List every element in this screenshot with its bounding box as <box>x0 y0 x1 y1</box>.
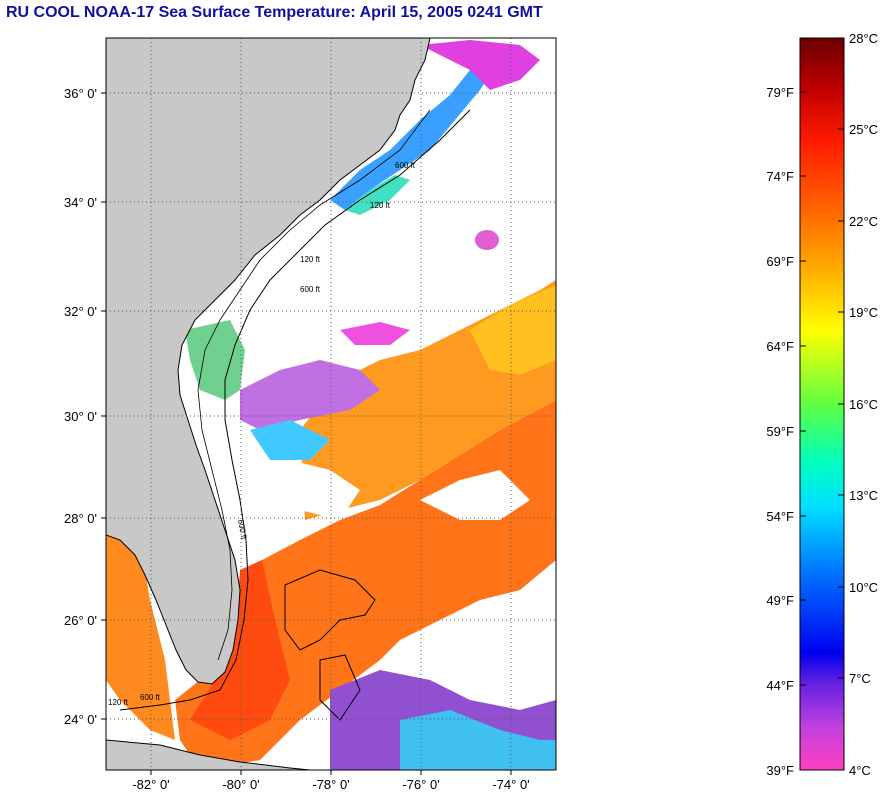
contour-label-120ft-2: 120 ft <box>300 255 321 264</box>
sst-gulf-orange <box>106 520 175 740</box>
lat-tick-30: 30° 0' <box>64 409 97 424</box>
map-panel: 600 ft 120 ft 600 ft 120 ft 600 ft 120 f… <box>106 38 556 770</box>
contour-label-120ft-3: 120 ft <box>108 698 129 707</box>
cbar-c-25: 25°C <box>849 122 878 137</box>
cbar-f-49: 49°F <box>766 593 794 608</box>
cbar-c-4: 4°C <box>849 763 871 778</box>
lon-tick-78: -78° 0' <box>312 777 349 792</box>
cbar-f-74: 74°F <box>766 169 794 184</box>
gridlines <box>106 38 556 770</box>
bahamas-outline <box>284 569 376 651</box>
land-cuba <box>106 739 311 770</box>
map-title: RU COOL NOAA-17 Sea Surface Temperature:… <box>6 4 543 21</box>
colorbar-gradient <box>799 37 845 771</box>
cbar-c-13: 13°C <box>849 488 878 503</box>
colorbar: 28°C 25°C 22°C 19°C 16°C 13°C 10°C 7°C 4… <box>766 31 878 778</box>
lat-tick-36: 36° 0' <box>64 86 97 101</box>
sst-florida-current <box>190 560 290 740</box>
contour-label-600ft-2: 600 ft <box>300 285 321 294</box>
cbar-c-28: 28°C <box>849 31 878 46</box>
isobath-120ft <box>197 109 431 661</box>
cbar-c-22: 22°C <box>849 214 878 229</box>
cbar-f-39: 39°F <box>766 763 794 778</box>
contour-label-600ft-1: 600 ft <box>395 161 416 170</box>
cbar-c-19: 19°C <box>849 305 878 320</box>
cbar-f-79: 79°F <box>766 85 794 100</box>
lon-tick-74: -74° 0' <box>492 777 529 792</box>
cbar-f-64: 64°F <box>766 339 794 354</box>
cbar-c-10: 10°C <box>849 580 878 595</box>
cbar-f-59: 59°F <box>766 424 794 439</box>
contour-label-120ft-1: 120 ft <box>370 201 391 210</box>
cbar-f-54: 54°F <box>766 509 794 524</box>
tick-marks <box>101 92 512 775</box>
cbar-c-7: 7°C <box>849 671 871 686</box>
sst-cyan-mid <box>250 420 330 460</box>
cloud-mask <box>280 460 360 520</box>
lon-tick-82: -82° 0' <box>132 777 169 792</box>
isobath-600ft <box>119 109 471 711</box>
cbar-f-69: 69°F <box>766 254 794 269</box>
lat-tick-34: 34° 0' <box>64 195 97 210</box>
cbar-f-44: 44°F <box>766 678 794 693</box>
contour-label-600ft-4: 600 ft <box>140 693 161 702</box>
lat-tick-26: 26° 0' <box>64 613 97 628</box>
sst-magenta-north <box>420 40 540 90</box>
colorbar-ticks <box>800 91 844 686</box>
cbar-c-16: 16°C <box>849 397 878 412</box>
bahamas-outline-2 <box>319 654 361 721</box>
lon-tick-80: -80° 0' <box>222 777 259 792</box>
lon-tick-76: -76° 0' <box>402 777 439 792</box>
sst-yellow-patch <box>470 285 556 375</box>
land-mainland <box>106 38 431 685</box>
lat-tick-32: 32° 0' <box>64 304 97 319</box>
lat-tick-24: 24° 0' <box>64 712 97 727</box>
lat-tick-28: 28° 0' <box>64 511 97 526</box>
sst-bahamas-cyan <box>400 710 556 770</box>
sst-eddy <box>475 230 499 250</box>
sst-magenta-patch <box>340 322 410 345</box>
contour-label-600ft-3: 600 ft <box>236 519 248 541</box>
sst-mixed-mid <box>240 360 380 430</box>
sst-cool-shelf-2 <box>345 175 410 215</box>
cloud-mask-2 <box>420 470 530 520</box>
